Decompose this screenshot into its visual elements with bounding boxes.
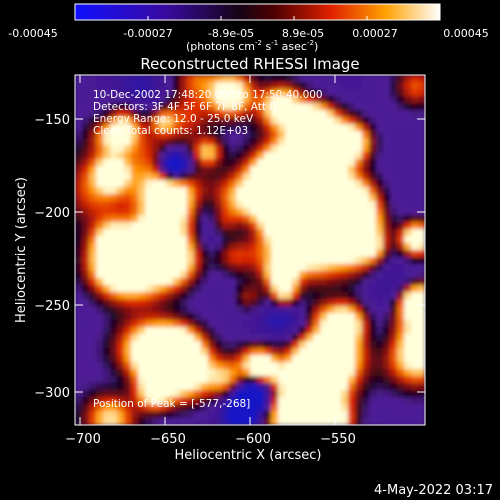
- colorbar-tick-label: -8.9e-05: [208, 27, 254, 40]
- rhessi-image: [75, 75, 425, 425]
- colorbar-ticks: [74, 16, 441, 20]
- x-axis-label: Heliocentric X (arcsec): [175, 448, 322, 463]
- x-tick-label: −700: [65, 432, 101, 447]
- colorbar-tick-label: 8.9e-05: [282, 27, 324, 40]
- y-tick-label: −250: [34, 299, 70, 314]
- y-tick-label: −300: [34, 386, 70, 401]
- axis-ticks: [75, 75, 425, 425]
- colorbar: [74, 3, 441, 21]
- peak-position-annotation: Position of Peak = [-577,-268]: [93, 398, 250, 410]
- colorbar-tick-label: -0.00045: [8, 27, 57, 40]
- plot-title: Reconstructed RHESSI Image: [140, 55, 359, 73]
- footer-date: 4-May-2022 03:17: [374, 483, 493, 498]
- method-counts-annotation: Clean Total counts: 1.12E+03: [93, 125, 248, 137]
- time-range-annotation: 10-Dec-2002 17:48:20.000 to 17:50:40.000: [93, 89, 323, 101]
- colorbar-tick-label: 0.00045: [443, 27, 489, 40]
- x-tick-label: −650: [150, 432, 186, 447]
- x-tick-label: −550: [320, 432, 356, 447]
- colorbar-tick-label: -0.00027: [123, 27, 172, 40]
- y-tick-label: −150: [34, 113, 70, 128]
- y-tick-label: −200: [34, 206, 70, 221]
- y-axis-label: Heliocentric Y (arcsec): [14, 177, 29, 323]
- energy-range-annotation: Energy Range: 12.0 - 25.0 keV: [93, 113, 254, 125]
- detectors-annotation: Detectors: 3F 4F 5F 6F 7F 8F, Att 0: [93, 101, 276, 113]
- colorbar-tick-label: 0.00027: [352, 27, 398, 40]
- x-tick-label: −600: [235, 432, 271, 447]
- colorbar-unit-label: (photons cm-2 s-1 asec-2): [186, 39, 318, 53]
